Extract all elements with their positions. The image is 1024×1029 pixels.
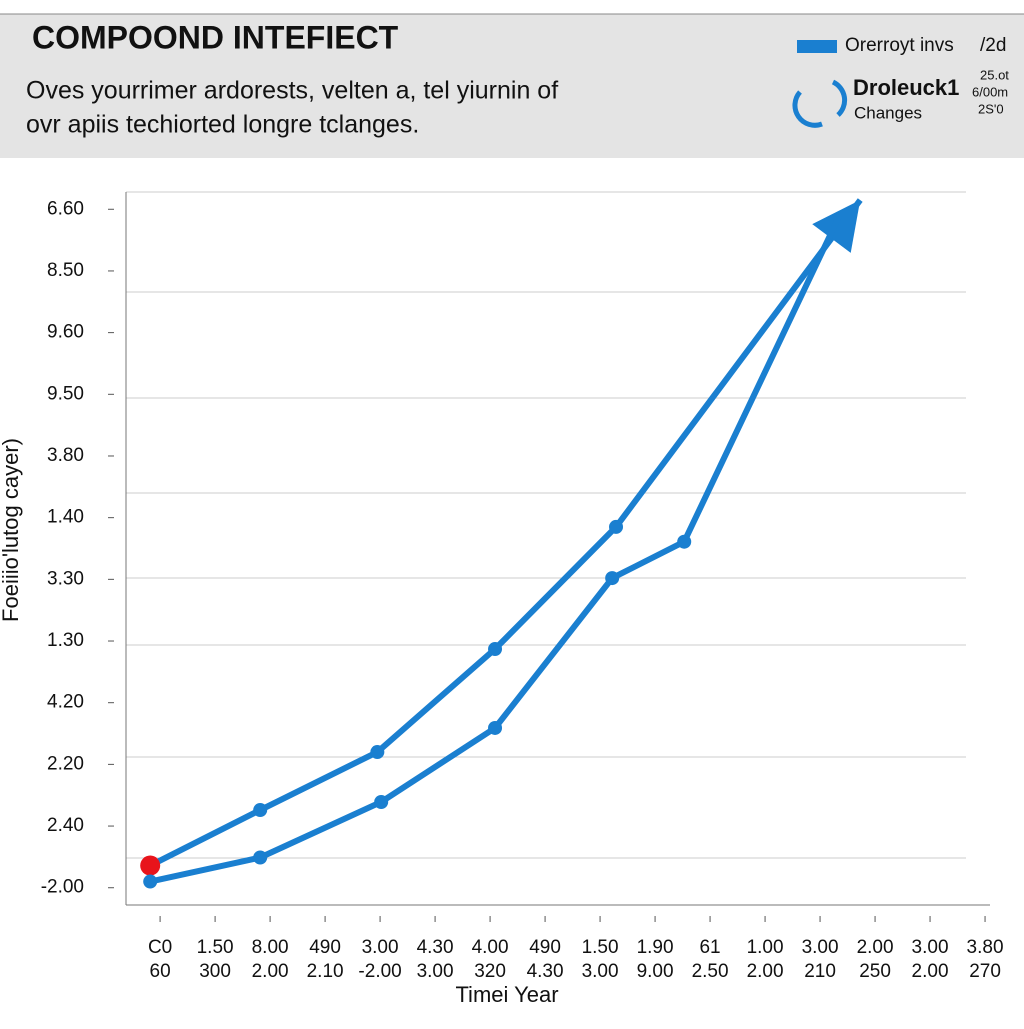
- x-tick-label: 2.00: [857, 937, 894, 958]
- x-tick-label: 300: [199, 961, 231, 982]
- x-tick-label: 490: [529, 937, 561, 958]
- subtitle: Oves yourrimer ardorests, velten a, tel …: [26, 77, 558, 105]
- legend-swatch: [797, 40, 837, 53]
- x-tick-label: 2.00: [252, 961, 289, 982]
- y-tick-label: 9.60: [47, 322, 84, 343]
- legend-label: Orerroyt invs: [845, 35, 954, 56]
- x-tick-label: 210: [804, 961, 836, 982]
- point: [605, 571, 620, 586]
- point: [609, 519, 624, 534]
- y-tick-label: 8.50: [47, 260, 84, 281]
- x-tick-label: 490: [309, 937, 341, 958]
- x-tick-label: 1.50: [197, 937, 234, 958]
- x-tick-label: 3.00: [417, 961, 454, 982]
- x-tick-label: 250: [859, 961, 891, 982]
- y-tick-label: 4.20: [47, 692, 84, 713]
- point: [253, 850, 268, 865]
- x-tick-label: 60: [150, 961, 171, 982]
- chart-title: COMPOOND INTEFIECT: [32, 19, 399, 55]
- legend-sublabel: Changes: [854, 103, 922, 122]
- legend-note: 25.ot: [980, 67, 1009, 82]
- point: [677, 534, 692, 549]
- point: [253, 803, 268, 818]
- x-tick-label: -2.00: [358, 961, 401, 982]
- y-tick-label: -2.00: [41, 877, 84, 898]
- y-tick-label: 9.50: [47, 383, 84, 404]
- x-tick-label: 3.00: [802, 937, 839, 958]
- header-band: [0, 14, 1024, 158]
- x-tick-label: 2.00: [912, 961, 949, 982]
- y-tick-label: 2.20: [47, 753, 84, 774]
- x-tick-label: 61: [699, 937, 720, 958]
- line: [148, 198, 863, 869]
- point: [140, 855, 161, 876]
- x-tick-label: 9.00: [637, 961, 674, 982]
- x-tick-label: 3.00: [582, 961, 619, 982]
- point: [374, 794, 389, 809]
- y-tick-label: 3.30: [47, 568, 84, 589]
- grid: [126, 191, 966, 859]
- x-tick-label: 4.30: [527, 961, 564, 982]
- legend-note: 2S'0: [978, 101, 1004, 116]
- y-tick-label: 1.30: [47, 630, 84, 651]
- y-tick-label: 2.40: [47, 815, 84, 836]
- x-tick-label: C0: [148, 937, 172, 958]
- subtitle: ovr apiis techiorted longre tclanges.: [26, 111, 419, 139]
- x-tick-label: 2.00: [747, 961, 784, 982]
- x-tick-label: 3.80: [967, 937, 1004, 958]
- y-tick-label: 6.60: [47, 198, 84, 219]
- x-tick-label: 270: [969, 961, 1001, 982]
- point: [370, 745, 385, 760]
- x-tick-label: 2.10: [307, 961, 344, 982]
- x-tick-label: 1.90: [637, 937, 674, 958]
- point: [143, 874, 158, 889]
- legend: Orerroyt invs /2d Droleuck1 Changes 25.o…: [792, 35, 1009, 128]
- y-tick-label: 3.80: [47, 445, 84, 466]
- point: [488, 642, 503, 657]
- x-tick-label: 1.50: [582, 937, 619, 958]
- x-tick-label: 2.50: [692, 961, 729, 982]
- x-tick-label: 4.00: [472, 937, 509, 958]
- legend-note: 6/00m: [972, 84, 1008, 99]
- x-tick-label: 320: [474, 961, 506, 982]
- legend-note: /2d: [980, 35, 1006, 56]
- legend-icon: [792, 79, 848, 128]
- x-axis-label: Timei Year: [455, 982, 558, 1007]
- x-tick-label: 8.00: [252, 937, 289, 958]
- x-tick-label: 1.00: [747, 937, 784, 958]
- x-tick-label: 3.00: [912, 937, 949, 958]
- x-tick-label: 4.30: [417, 937, 454, 958]
- line: [149, 213, 843, 885]
- legend-label: Droleuck1: [853, 75, 959, 100]
- y-tick-label: 1.40: [47, 507, 84, 528]
- point: [488, 720, 503, 735]
- x-tick-label: 3.00: [362, 937, 399, 958]
- y-axis-label: Foeiiio'lutog cayer): [0, 438, 23, 622]
